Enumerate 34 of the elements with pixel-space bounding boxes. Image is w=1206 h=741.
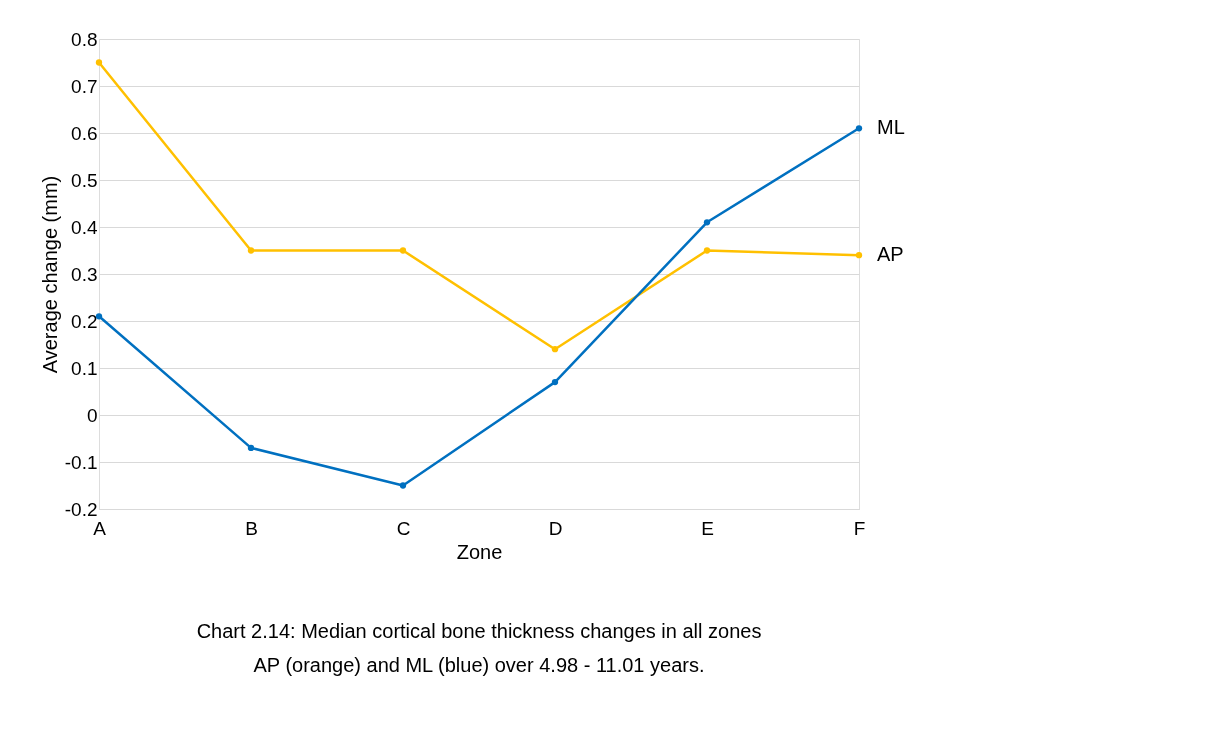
point [399,482,407,489]
point [399,247,407,254]
x-tick-label: E [701,517,714,539]
y-tick-label: 0.1 [71,357,98,379]
text: AP (orange) and ML (blue) over 4.98 - 11.01 years. [253,654,705,676]
y-tick-label: 0.7 [71,75,98,97]
point [551,346,559,353]
y-tick-label: -0.1 [64,451,98,473]
series-label: ML [877,116,905,139]
point [95,59,103,66]
series-label: AP [877,243,904,266]
point [551,378,559,386]
point [247,247,255,254]
x-tick-label: C [396,517,411,539]
y-tick-label: 0.6 [71,122,98,144]
y-tick-label: 0 [86,404,98,426]
y-tick-label: 0.8 [71,28,98,50]
y-tick-label: 0.4 [71,216,98,238]
y-axis-title: Average change (mm) [38,175,61,374]
x-tick-label: A [93,517,107,539]
y-tick-label: 0.2 [71,310,98,332]
caption: Chart 2.14: Median cortical bone thickness changes in all zones [196,620,762,642]
y-tick-label: -0.2 [64,498,98,520]
point [855,252,863,259]
x-tick-label: F [853,517,866,539]
point [855,125,863,132]
point [247,444,255,452]
y-tick-label: 0.5 [71,169,98,191]
point [703,219,711,226]
y-tick-label: 0.3 [71,263,98,285]
point [703,247,711,254]
x-tick-label: D [548,517,563,539]
x-tick-label: B [245,517,258,539]
x-axis-title: Zone [456,540,503,563]
